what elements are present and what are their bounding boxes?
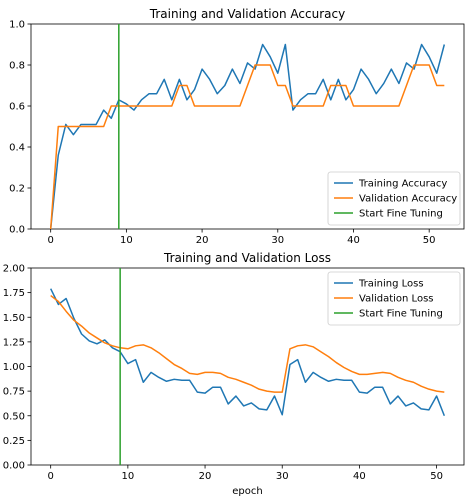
x-axis-label: epoch	[232, 486, 262, 497]
y-tick-label: 1.00	[3, 362, 25, 373]
x-tick-label: 30	[276, 471, 289, 482]
plot-frame	[30, 23, 465, 230]
y-tick-label: 1.0	[9, 20, 25, 31]
x-tick-label: 0	[47, 471, 53, 482]
x-tick-label: 10	[121, 471, 134, 482]
y-tick-label: 1.25	[3, 337, 25, 348]
legend-label: Training Accuracy	[358, 179, 447, 190]
y-tick-label: 0.6	[9, 102, 25, 113]
chart-2: Training and Validation Loss 0 10 20 30 40 50 0…	[3, 251, 465, 497]
legend-label: Training Loss	[358, 279, 424, 290]
chart-title: Training and Validation Accuracy	[149, 7, 345, 21]
legend-label: Start Fine Tuning	[359, 209, 443, 220]
chart-title: Training and Validation Loss	[163, 251, 331, 265]
y-tick-label: 2.00	[3, 264, 25, 275]
y-tick-label: 0.25	[3, 436, 25, 447]
series-line-training-loss	[50, 288, 446, 417]
chart-1: Training and Validation Accuracy 0 10 20 30 4…	[9, 7, 465, 246]
y-tick-label: 0.4	[9, 143, 25, 154]
y-tick-label: 0.50	[3, 411, 25, 422]
y-tick-label: 0.75	[3, 387, 25, 398]
legend-box	[327, 271, 461, 326]
x-tick-label: 40	[347, 235, 360, 246]
x-tick-label: 50	[430, 471, 443, 482]
series-line-validation-accuracy	[49, 64, 445, 230]
x-tick-label: 40	[353, 471, 366, 482]
legend: Training Loss Validation Loss Start Fine T…	[327, 271, 461, 326]
y-tick-label: 0.8	[9, 61, 25, 72]
x-tick-label: 50	[423, 235, 436, 246]
legend-label: Validation Accuracy	[359, 194, 457, 205]
y-tick-label: 0.2	[9, 184, 25, 195]
legend: Training Accuracy Validation Accuracy Star…	[327, 171, 461, 226]
y-tick-label: 1.75	[3, 288, 25, 299]
y-tick-label: 1.50	[3, 313, 25, 324]
x-tick-label: 0	[47, 235, 53, 246]
x-tick-label: 30	[271, 235, 284, 246]
y-tick-label: 0.0	[9, 225, 25, 236]
y-tick-label: 0.00	[3, 461, 25, 472]
x-tick-label: 20	[196, 235, 209, 246]
legend-box	[327, 171, 461, 226]
legend-label: Validation Loss	[359, 294, 434, 305]
x-tick-label: 10	[120, 235, 133, 246]
x-tick-label: 20	[199, 471, 212, 482]
legend-label: Start Fine Tuning	[359, 309, 443, 320]
series-line-validation-loss	[50, 294, 445, 393]
